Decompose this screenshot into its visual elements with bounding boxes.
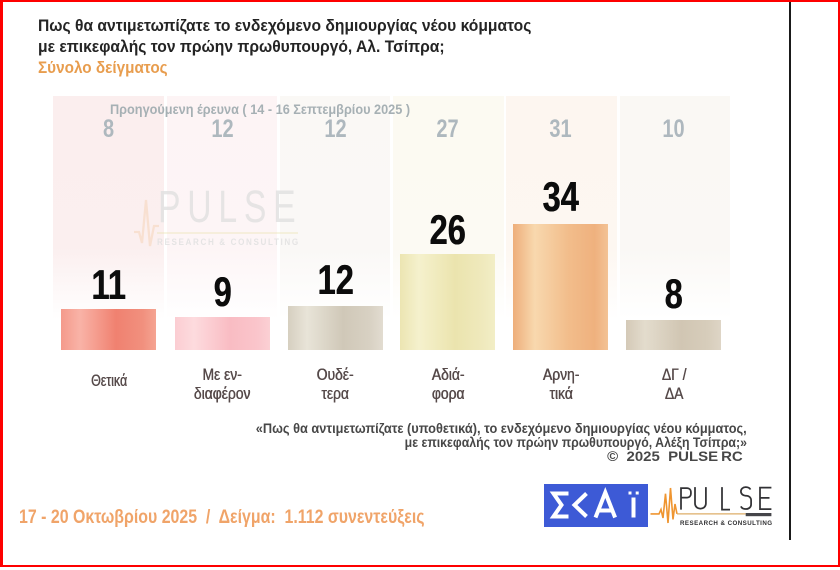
svg-text:RESEARCH & CONSULTING: RESEARCH & CONSULTING [680, 520, 773, 527]
